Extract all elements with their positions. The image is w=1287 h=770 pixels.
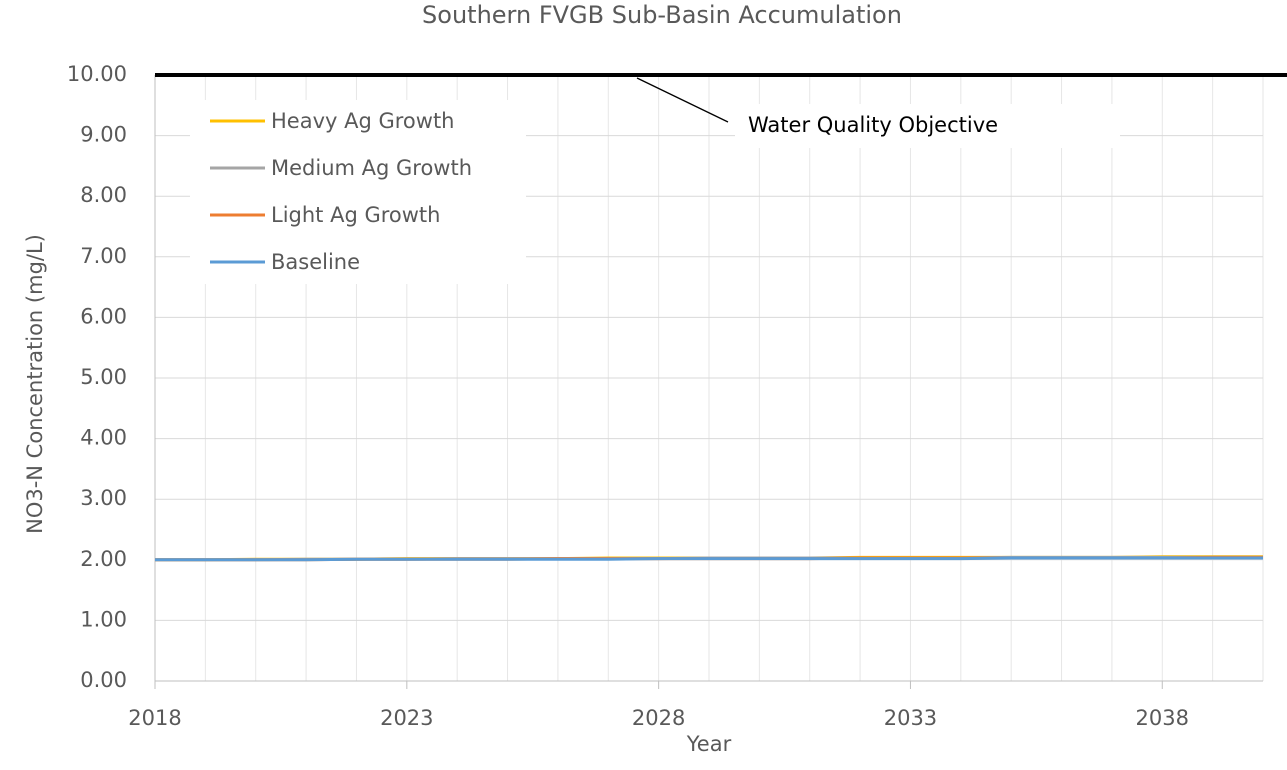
series-line [155,556,1263,562]
x-tick-label: 2018 [128,706,181,730]
y-tick-label: 2.00 [80,547,127,571]
y-tick-label: 7.00 [80,244,127,268]
annotation: Water Quality Objective [748,113,998,137]
y-tick-label: 4.00 [80,426,127,450]
chart-title: Southern FVGB Sub-Basin Accumulation [422,1,902,29]
y-tick-label: 1.00 [80,607,127,631]
y-tick-label: 10.00 [67,62,127,86]
y-tick-label: 6.00 [80,304,127,328]
legend-label: Light Ag Growth [271,203,440,227]
legend-bg [190,100,526,284]
legend-label: Heavy Ag Growth [271,109,455,133]
y-tick-label: 0.00 [80,668,127,692]
x-tick-label: 2038 [1136,706,1189,730]
legend-label: Medium Ag Growth [271,156,472,180]
y-tick-label: 3.00 [80,486,127,510]
y-tick-label: 9.00 [80,123,127,147]
x-tick-label: 2023 [380,706,433,730]
y-tick-label: 8.00 [80,183,127,207]
y-tick-label: 5.00 [80,365,127,389]
annotation-leader [636,77,729,123]
x-axis-title: Year [686,732,732,756]
legend-label: Baseline [271,250,360,274]
x-tick-label: 2033 [884,706,937,730]
y-axis-title: NO3-N Concentration (mg/L) [23,234,47,534]
annotation-bg [735,104,1120,148]
x-tick-label: 2028 [632,706,685,730]
